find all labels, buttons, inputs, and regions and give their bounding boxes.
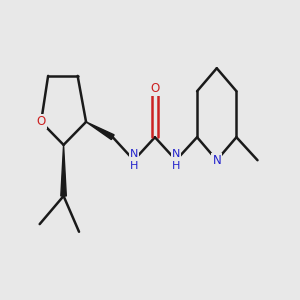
Polygon shape	[61, 145, 66, 196]
Text: O: O	[150, 82, 160, 95]
Text: O: O	[37, 116, 46, 128]
Text: N: N	[212, 154, 221, 167]
Text: N
H: N H	[130, 149, 138, 171]
Polygon shape	[86, 122, 114, 140]
Text: N
H: N H	[172, 149, 180, 171]
